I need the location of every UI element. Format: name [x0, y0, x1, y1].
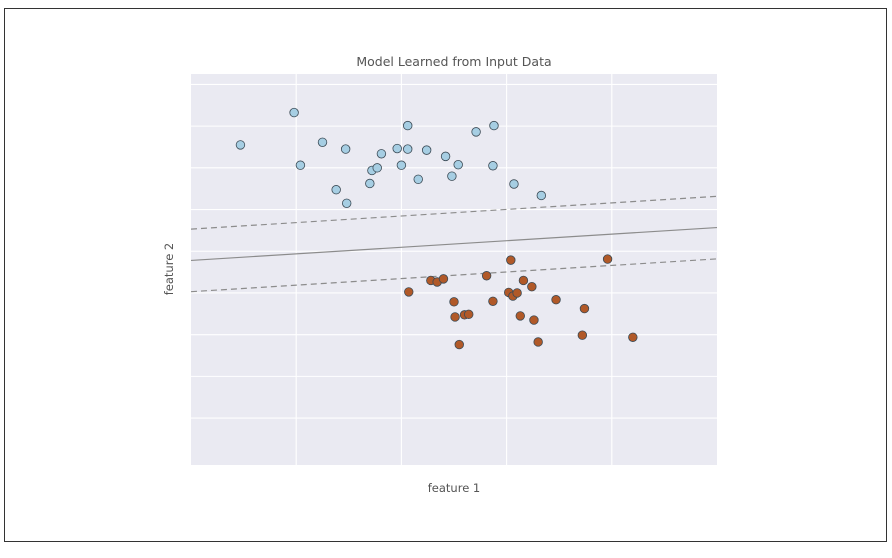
- point-class-1: [404, 287, 414, 297]
- point-class-0: [295, 160, 306, 170]
- point-class-0: [235, 140, 246, 150]
- point-class-1: [527, 282, 537, 292]
- point-class-0: [403, 120, 413, 131]
- point-class-1: [450, 312, 460, 322]
- chart-title: Model Learned from Input Data: [356, 54, 551, 69]
- point-class-0: [471, 127, 481, 137]
- point-class-1: [579, 303, 590, 314]
- point-class-0: [453, 160, 463, 170]
- point-class-0: [341, 198, 352, 208]
- point-class-0: [447, 171, 457, 181]
- decision-boundary-group: [191, 195, 717, 293]
- point-class-1: [512, 288, 522, 298]
- point-class-1: [602, 254, 613, 264]
- plot-area: [191, 74, 717, 465]
- point-class-0: [331, 185, 341, 195]
- margin-upper: [191, 195, 717, 230]
- point-class-0: [413, 174, 423, 185]
- point-class-0: [421, 145, 432, 155]
- point-class-1: [518, 275, 529, 286]
- point-class-0: [440, 151, 451, 162]
- point-class-0: [536, 190, 547, 201]
- point-class-0: [372, 163, 382, 173]
- point-class-1: [506, 255, 516, 265]
- point-class-0: [340, 144, 351, 154]
- point-class-0: [396, 160, 407, 170]
- point-class-1: [488, 296, 498, 307]
- point-class-1: [577, 330, 588, 340]
- point-class-0: [317, 137, 328, 147]
- point-class-0: [509, 179, 519, 189]
- x-axis-label: feature 1: [428, 481, 481, 495]
- point-class-1: [515, 311, 525, 321]
- point-class-1: [481, 271, 492, 281]
- point-class-1: [454, 339, 464, 350]
- point-class-0: [365, 178, 375, 189]
- point-class-0: [489, 120, 499, 131]
- y-axis-label: feature 2: [162, 243, 176, 296]
- point-class-0: [403, 144, 413, 154]
- point-class-1: [449, 297, 459, 307]
- point-class-0: [376, 149, 387, 159]
- margin-lower: [191, 258, 717, 293]
- point-class-0: [488, 161, 498, 171]
- point-class-1: [533, 337, 543, 347]
- scatter-points: [235, 107, 638, 350]
- point-class-1: [438, 274, 449, 284]
- decision-boundary: [191, 226, 717, 262]
- point-class-1: [464, 309, 474, 320]
- point-class-1: [529, 315, 539, 325]
- point-class-0: [289, 107, 299, 118]
- point-class-1: [628, 332, 638, 342]
- point-class-0: [392, 143, 402, 154]
- point-class-1: [551, 295, 561, 305]
